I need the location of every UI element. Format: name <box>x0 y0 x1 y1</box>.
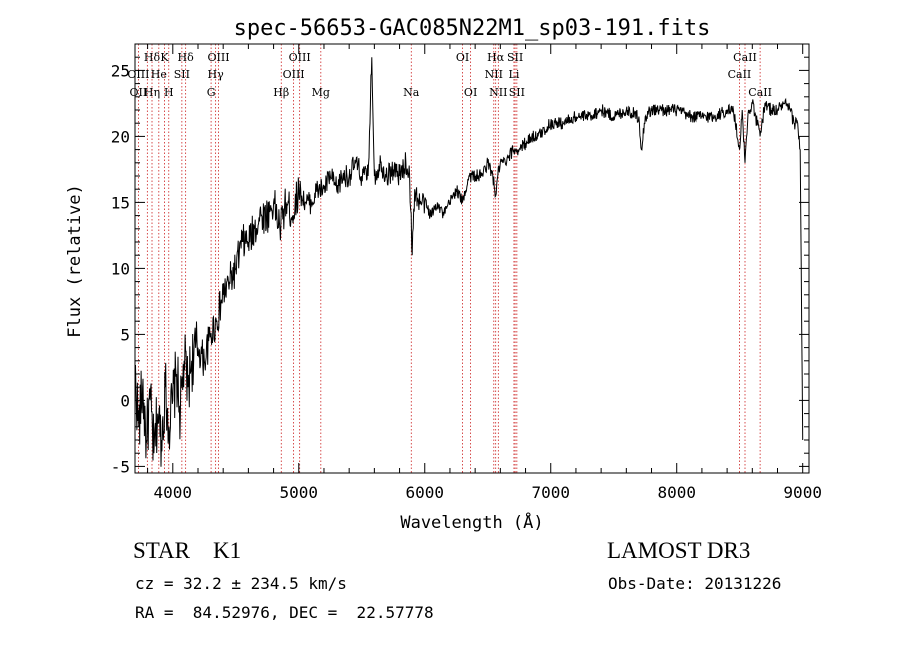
survey-name: LAMOST DR3 <box>607 538 751 563</box>
line-label: OIII <box>289 51 311 64</box>
line-label: CaII <box>733 51 757 64</box>
line-label: OII <box>130 86 148 99</box>
line-label: Li <box>509 68 520 81</box>
y-tick-label: 20 <box>111 127 130 146</box>
x-tick-label: 4000 <box>154 483 193 502</box>
spectrum-line <box>134 57 804 467</box>
y-tick-label: 25 <box>111 61 130 80</box>
line-label: Hβ <box>273 86 289 99</box>
line-label: Hη <box>144 86 160 99</box>
spectral-subclass: K1 <box>212 538 242 563</box>
line-label: NII <box>485 68 503 81</box>
spectral-line-markers <box>138 44 761 473</box>
line-label: SII <box>174 68 190 81</box>
line-label: OI <box>464 86 477 99</box>
x-tick-label: 8000 <box>657 483 696 502</box>
line-label: NII <box>489 86 507 99</box>
line-label: CaII <box>728 68 752 81</box>
redshift-velocity: cz = 32.2 ± 234.5 km/s <box>135 574 347 593</box>
line-label: CaII <box>748 86 772 99</box>
line-label: OIII <box>127 68 149 81</box>
y-axis-label: Flux (relative) <box>65 184 85 338</box>
x-axis: 4000 5000 6000 7000 8000 9000 <box>147 44 822 502</box>
x-tick-label: 5000 <box>280 483 319 502</box>
line-label: Hδ <box>178 51 195 64</box>
coordinates: RA = 84.52976, DEC = 22.57778 <box>135 603 434 622</box>
y-tick-label: 15 <box>111 193 130 212</box>
line-label: Mg <box>312 86 330 99</box>
chart-title: spec-56653-GAC085N22M1_sp03-191.fits <box>234 16 711 41</box>
line-label: SII <box>509 86 525 99</box>
y-tick-label: -5 <box>111 457 130 476</box>
plot-frame <box>134 43 810 474</box>
y-tick-label: 10 <box>111 259 130 278</box>
line-label: Hγ <box>208 68 225 81</box>
x-tick-label: 6000 <box>405 483 444 502</box>
x-tick-label: 9000 <box>783 483 822 502</box>
line-label: OIII <box>283 68 305 81</box>
line-label: SII <box>507 51 523 64</box>
line-label: G <box>207 86 216 99</box>
y-tick-label: 5 <box>120 325 130 344</box>
line-label: H <box>164 86 174 99</box>
observation-date: Obs-Date: 20131226 <box>608 574 782 593</box>
y-axis: -5 0 5 10 15 20 25 <box>111 56 809 476</box>
x-tick-label: 7000 <box>531 483 570 502</box>
line-label: He <box>151 68 167 81</box>
line-label: Na <box>403 86 420 99</box>
object-class: STAR <box>133 538 190 563</box>
line-label: Hδ <box>144 51 161 64</box>
object-classification: STAR K1 <box>133 538 241 564</box>
line-label: Hα <box>487 51 505 64</box>
line-label: OIII <box>207 51 229 64</box>
y-tick-label: 0 <box>120 391 130 410</box>
line-label: K <box>160 51 169 64</box>
x-axis-label: Wavelength (Å) <box>400 511 543 533</box>
line-label: OI <box>456 51 469 64</box>
